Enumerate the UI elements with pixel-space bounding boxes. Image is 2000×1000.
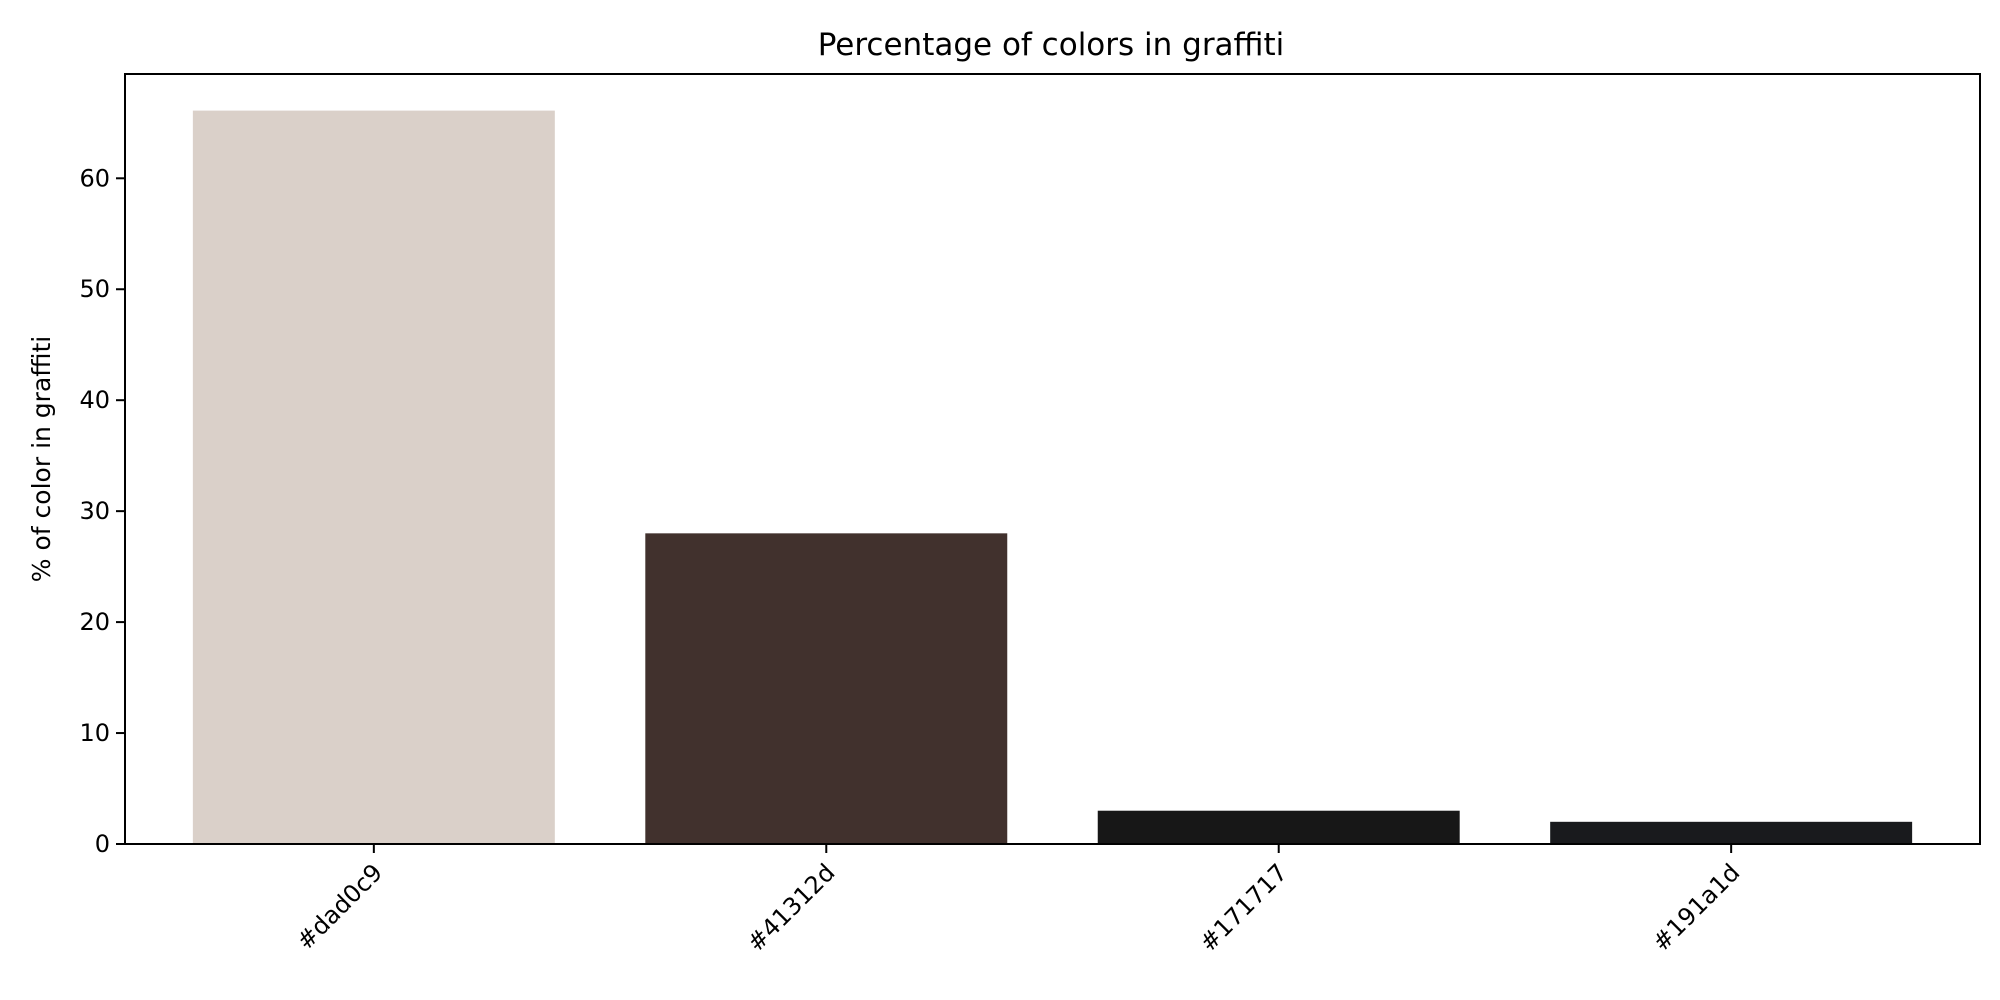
x-tick-label: #191a1d: [1647, 858, 1745, 956]
x-tick-label: #171717: [1194, 858, 1293, 957]
y-tick-label: 30: [79, 497, 110, 525]
chart-title: Percentage of colors in graffiti: [818, 27, 1285, 63]
plot-frame: [124, 73, 1981, 845]
y-tick-label: 60: [79, 164, 110, 192]
y-tick-label: 10: [79, 719, 110, 747]
x-tick-label: #dad0c9: [291, 858, 388, 955]
y-tick-label: 40: [79, 386, 110, 414]
y-tick-label: 50: [79, 275, 110, 303]
x-axis: #dad0c9 #41312d #171717 #191a1d: [291, 844, 1745, 957]
y-axis: 0 10 20 30 40 50 60: [79, 164, 125, 858]
bar-0: [192, 110, 555, 844]
bar-2: [1097, 810, 1460, 844]
y-tick-label: 0: [95, 830, 110, 858]
bar-1: [645, 533, 1008, 844]
y-tick-label: 20: [79, 608, 110, 636]
bar-3: [1550, 821, 1913, 844]
x-tick-label: #41312d: [742, 858, 841, 957]
y-axis-label: % of color in graffiti: [27, 336, 56, 582]
bars-group: [192, 110, 1913, 844]
